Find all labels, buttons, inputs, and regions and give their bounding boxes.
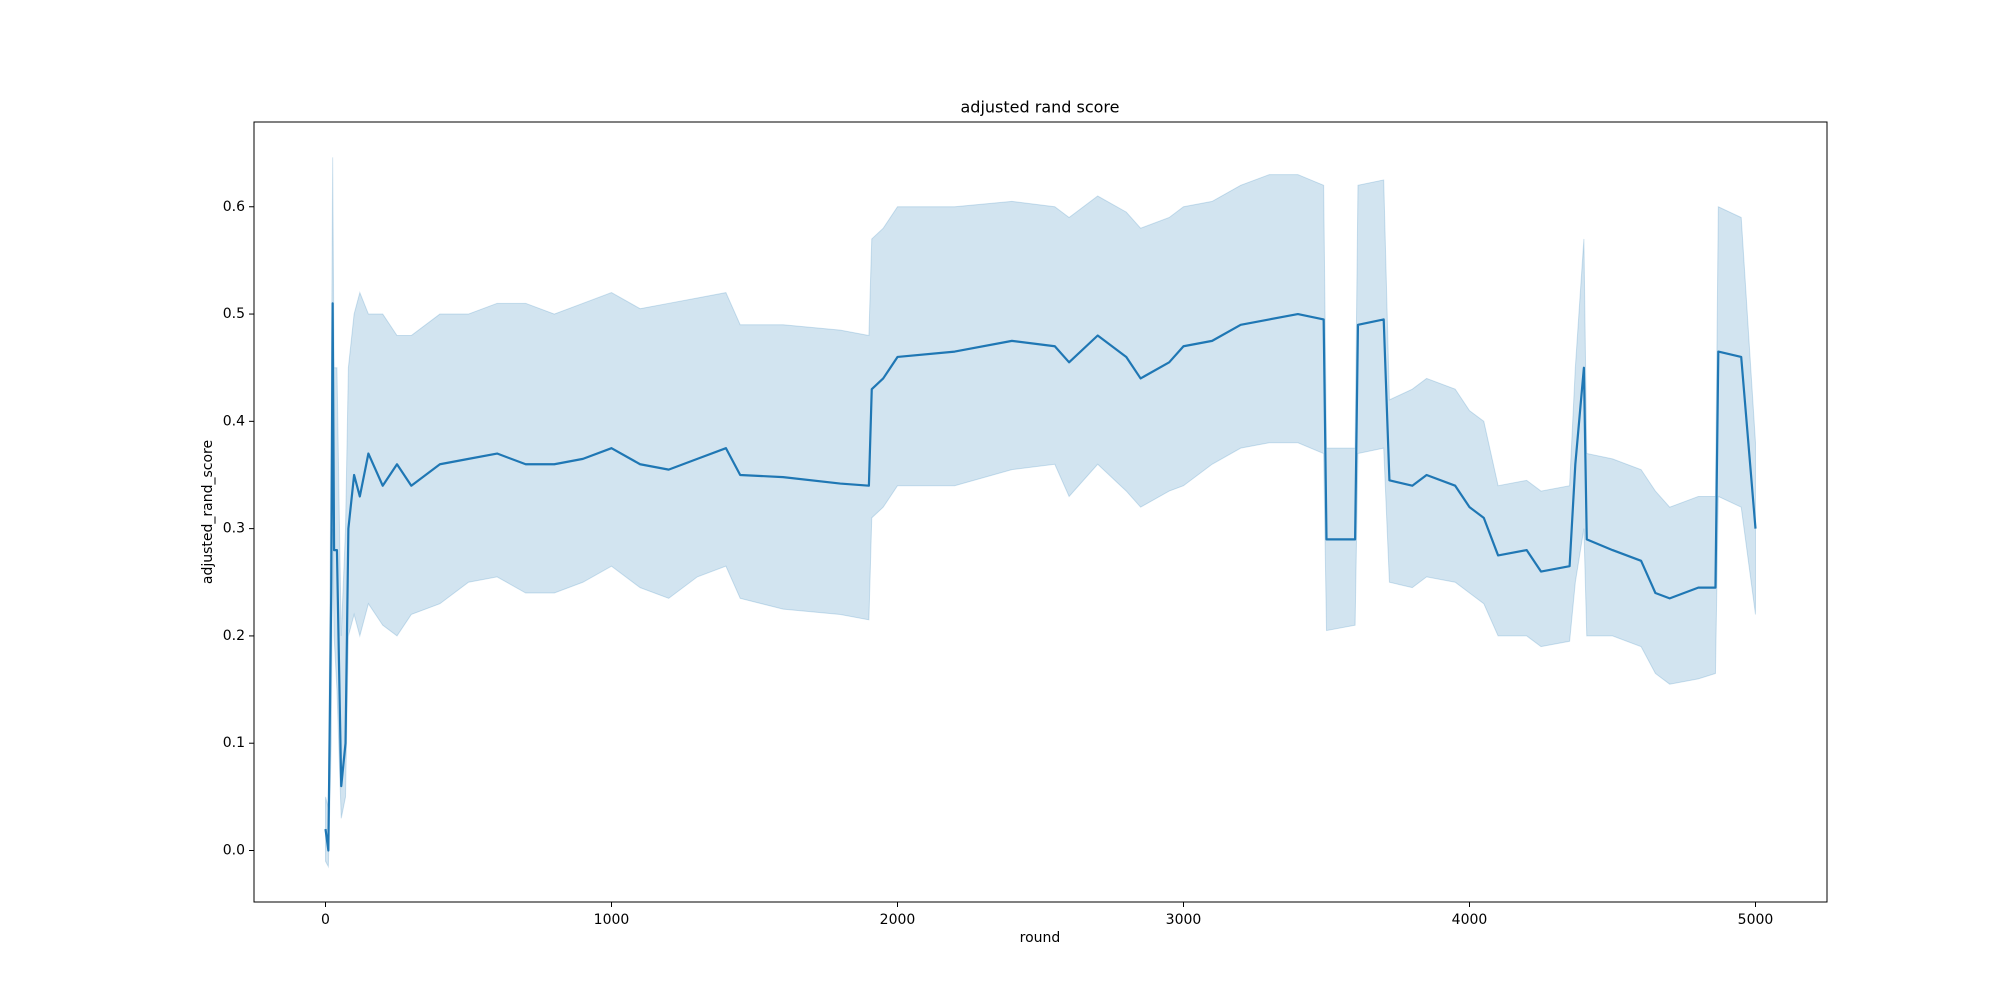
x-tick-label: 0 <box>321 912 330 928</box>
x-axis-label: round <box>1020 930 1061 946</box>
y-tick-label: 0.0 <box>223 843 245 859</box>
y-tick-label: 0.4 <box>223 413 245 429</box>
y-tick-label: 0.1 <box>223 735 245 751</box>
x-tick-label: 2000 <box>880 912 916 928</box>
y-tick-label: 0.2 <box>223 628 245 644</box>
x-tick-label: 5000 <box>1738 912 1774 928</box>
y-axis-label: adjusted_rand_score <box>200 440 216 584</box>
plot-frame <box>253 121 1828 903</box>
y-tick-label: 0.3 <box>223 521 245 537</box>
y-tick-label: 0.6 <box>223 199 245 215</box>
confidence-band <box>325 157 1756 869</box>
chart-title: adjusted rand score <box>961 98 1120 117</box>
x-tick-label: 4000 <box>1452 912 1488 928</box>
x-tick-label: 1000 <box>594 912 630 928</box>
x-tick-label: 3000 <box>1166 912 1202 928</box>
y-tick-label: 0.5 <box>223 306 245 322</box>
line <box>324 302 1757 852</box>
